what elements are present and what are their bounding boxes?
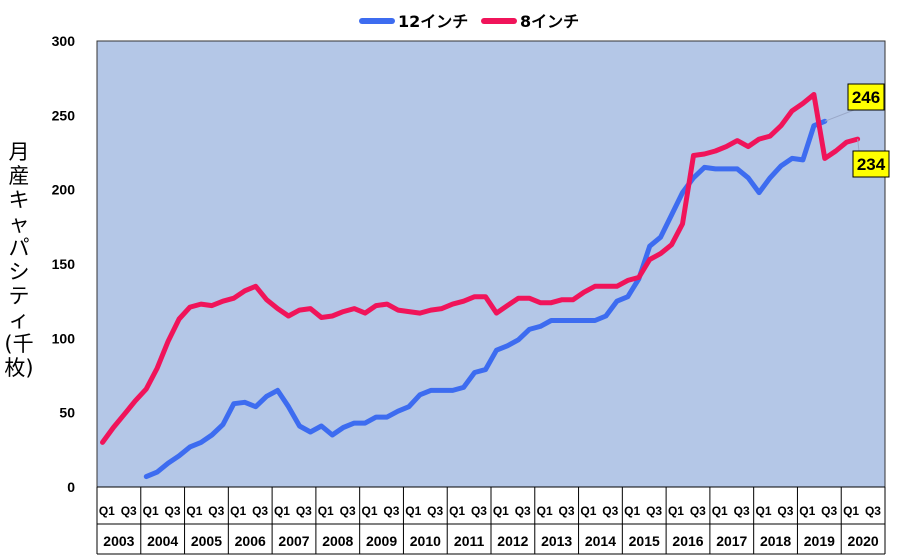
quarter-tick-label: Q3 — [865, 504, 881, 518]
quarter-tick-label: Q3 — [559, 504, 575, 518]
year-tick-label: 2003 — [103, 533, 134, 549]
year-tick-label: 2011 — [454, 533, 485, 549]
quarter-tick-label: Q1 — [537, 504, 553, 518]
callout-value: 246 — [852, 88, 880, 107]
year-tick-label: 2005 — [191, 533, 222, 549]
quarter-tick-label: Q3 — [777, 504, 793, 518]
quarter-tick-label: Q1 — [843, 504, 859, 518]
year-tick-label: 2018 — [760, 533, 791, 549]
quarter-tick-label: Q3 — [646, 504, 662, 518]
quarter-tick-label: Q1 — [99, 504, 115, 518]
quarter-tick-label: Q3 — [340, 504, 356, 518]
quarter-tick-label: Q1 — [318, 504, 334, 518]
quarter-tick-label: Q3 — [208, 504, 224, 518]
quarter-tick-label: Q3 — [690, 504, 706, 518]
quarter-tick-label: Q1 — [449, 504, 465, 518]
callout-8-inch-final: 234 — [852, 139, 890, 178]
quarter-tick-label: Q3 — [515, 504, 531, 518]
quarter-tick-label: Q1 — [186, 504, 202, 518]
legend-label: 12インチ — [398, 12, 468, 31]
y-axis-label: 月産キャパシティ(千枚) — [4, 140, 34, 380]
quarter-tick-label: Q1 — [362, 504, 378, 518]
quarter-tick-label: Q1 — [712, 504, 728, 518]
quarter-tick-label: Q3 — [602, 504, 618, 518]
year-tick-label: 2016 — [672, 533, 703, 549]
year-tick-label: 2014 — [585, 533, 616, 549]
quarter-tick-label: Q1 — [799, 504, 815, 518]
quarter-tick-label: Q1 — [624, 504, 640, 518]
quarter-tick-label: Q1 — [405, 504, 421, 518]
quarter-tick-label: Q3 — [252, 504, 268, 518]
y-tick-label: 50 — [59, 405, 75, 421]
year-tick-label: 2020 — [848, 533, 879, 549]
year-tick-label: 2008 — [322, 533, 353, 549]
callout-box — [847, 83, 885, 111]
y-tick-label: 300 — [52, 33, 76, 49]
quarter-tick-label: Q3 — [165, 504, 181, 518]
quarter-tick-label: Q3 — [471, 504, 487, 518]
y-tick-label: 200 — [52, 182, 76, 198]
year-tick-label: 2006 — [235, 533, 266, 549]
year-tick-label: 2007 — [278, 533, 309, 549]
year-tick-label: 2013 — [541, 533, 572, 549]
year-tick-label: 2017 — [716, 533, 747, 549]
legend-item: 8インチ — [481, 12, 579, 31]
quarter-tick-label: Q1 — [756, 504, 772, 518]
quarter-tick-label: Q3 — [383, 504, 399, 518]
quarter-tick-label: Q3 — [121, 504, 137, 518]
quarter-tick-label: Q3 — [734, 504, 750, 518]
y-tick-label: 0 — [67, 479, 75, 495]
y-tick-label: 150 — [52, 256, 76, 272]
y-tick-label: 250 — [52, 107, 76, 123]
quarter-tick-label: Q3 — [427, 504, 443, 518]
year-tick-label: 2009 — [366, 533, 397, 549]
series-line-8-inch — [100, 92, 861, 445]
quarter-tick-label: Q1 — [668, 504, 684, 518]
quarter-tick-label: Q1 — [143, 504, 159, 518]
year-tick-label: 2010 — [410, 533, 441, 549]
quarter-tick-label: Q1 — [230, 504, 246, 518]
quarter-tick-label: Q3 — [821, 504, 837, 518]
series-line-12-inch — [143, 118, 828, 480]
callout-12-inch-final: 246 — [824, 83, 885, 122]
quarter-tick-label: Q1 — [580, 504, 596, 518]
callout-value: 234 — [857, 155, 886, 174]
callout-box — [852, 150, 890, 178]
y-tick-label: 100 — [52, 330, 76, 346]
quarter-tick-label: Q3 — [296, 504, 312, 518]
year-tick-label: 2004 — [147, 533, 178, 549]
year-tick-label: 2015 — [629, 533, 660, 549]
legend-item: 12インチ — [359, 12, 468, 31]
year-tick-label: 2012 — [497, 533, 528, 549]
callout-leader — [857, 139, 860, 152]
quarter-tick-label: Q1 — [274, 504, 290, 518]
quarter-tick-label: Q1 — [493, 504, 509, 518]
legend-label: 8インチ — [520, 12, 579, 31]
plot-area — [96, 40, 886, 488]
year-tick-label: 2019 — [804, 533, 835, 549]
callout-leader — [824, 109, 855, 122]
